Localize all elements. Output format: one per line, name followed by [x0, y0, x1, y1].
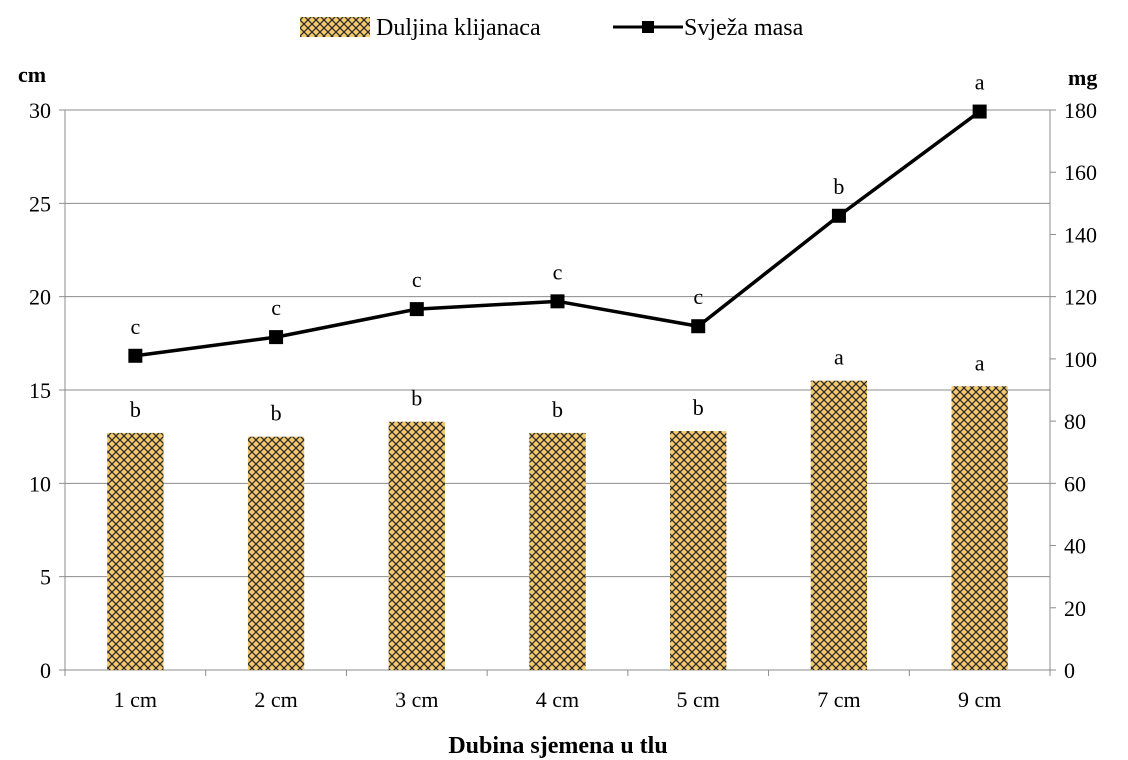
- bar-significance-labels: b b b b b a a: [130, 345, 985, 426]
- right-tick-label: 140: [1064, 222, 1097, 247]
- bar: [951, 386, 1008, 670]
- left-tick-label: 20: [29, 285, 51, 310]
- right-tick-label: 80: [1064, 409, 1086, 434]
- line-data-label: c: [130, 314, 140, 339]
- bar-data-label: b: [130, 397, 141, 422]
- left-tick-label: 25: [29, 191, 51, 216]
- x-axis-title: Dubina sjemena u tlu: [448, 733, 667, 759]
- bar-data-label: b: [693, 395, 704, 420]
- right-axis-unit: mg: [1068, 65, 1097, 90]
- right-tick-label: 160: [1064, 160, 1097, 185]
- x-axis-ticks: 1 cm 2 cm 3 cm 4 cm 5 cm 7 cm 9 cm: [64, 670, 1051, 712]
- legend: Duljina klijanaca Svježa masa: [300, 15, 804, 41]
- line-data-label: c: [693, 284, 703, 309]
- left-tick-label: 30: [29, 98, 51, 123]
- left-axis-ticks: 0 5 10 15 20 25 30: [29, 98, 65, 683]
- line-data-label: a: [975, 70, 985, 95]
- x-tick-label: 3 cm: [395, 687, 438, 712]
- bar: [529, 432, 586, 670]
- bar-data-label: a: [975, 350, 985, 375]
- left-axis-unit: cm: [18, 62, 46, 87]
- line-point: [269, 330, 284, 345]
- left-tick-label: 5: [40, 565, 51, 590]
- right-tick-label: 60: [1064, 471, 1086, 496]
- line-point: [831, 208, 846, 223]
- bar-data-label: b: [411, 386, 422, 411]
- x-tick-label: 1 cm: [114, 687, 157, 712]
- x-tick-label: 9 cm: [958, 687, 1001, 712]
- bar-series: [107, 380, 1008, 670]
- right-tick-label: 20: [1064, 596, 1086, 621]
- line-data-label: c: [553, 259, 563, 284]
- line-significance-labels: c c c c c b a: [130, 70, 984, 339]
- bar: [247, 436, 305, 670]
- line-point: [409, 302, 424, 317]
- right-tick-label: 180: [1064, 98, 1097, 123]
- x-tick-label: 7 cm: [817, 687, 860, 712]
- x-tick-label: 4 cm: [536, 687, 579, 712]
- bar: [107, 432, 164, 670]
- legend-swatch-bar: [300, 17, 370, 37]
- series-line: [135, 110, 981, 358]
- line-data-label: c: [412, 267, 422, 292]
- right-tick-label: 0: [1064, 658, 1075, 683]
- left-tick-label: 0: [40, 658, 51, 683]
- legend-line-marker: [642, 21, 654, 33]
- bar-data-label: b: [271, 401, 282, 426]
- right-tick-label: 40: [1064, 534, 1086, 559]
- line-point: [550, 294, 565, 309]
- left-tick-label: 10: [29, 471, 51, 496]
- line-point: [691, 319, 706, 334]
- bar-data-label: b: [552, 397, 563, 422]
- legend-label-duljina-klijanaca: Duljina klijanaca: [376, 15, 541, 41]
- left-tick-label: 15: [29, 378, 51, 403]
- right-axis-ticks: 0 20 40 60 80 100 120 140 160 180: [1050, 98, 1097, 683]
- line-data-label: c: [271, 295, 281, 320]
- legend-label-svjeza-masa: Svježa masa: [684, 15, 804, 41]
- line-data-label: b: [833, 174, 844, 199]
- line-series: [128, 104, 987, 363]
- x-tick-label: 2 cm: [254, 687, 297, 712]
- bar: [670, 431, 727, 670]
- right-tick-label: 100: [1064, 347, 1097, 372]
- line-point: [128, 348, 143, 363]
- line-point: [972, 104, 987, 119]
- bar: [388, 421, 445, 670]
- x-tick-label: 5 cm: [677, 687, 720, 712]
- bar: [810, 380, 868, 670]
- bar-data-label: a: [834, 345, 844, 370]
- right-tick-label: 120: [1064, 285, 1097, 310]
